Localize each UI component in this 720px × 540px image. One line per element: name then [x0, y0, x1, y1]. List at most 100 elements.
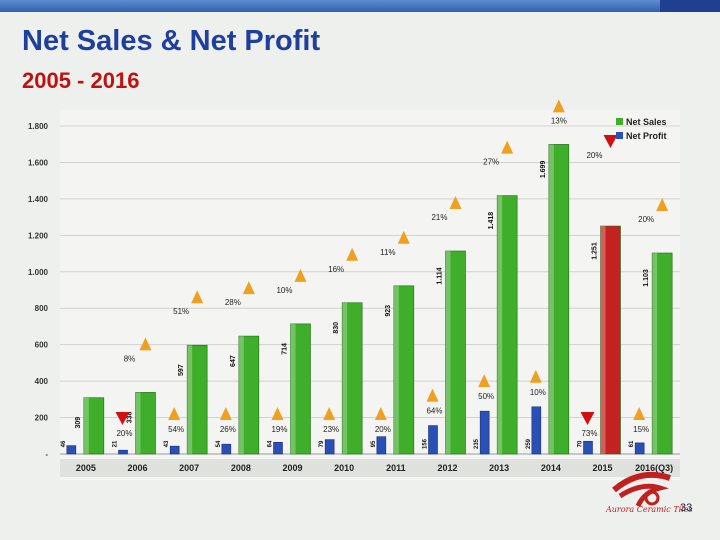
sales-value-label: 1.418: [488, 212, 495, 230]
sales-bar: [445, 250, 466, 455]
x-tick-label: 2013: [489, 463, 509, 473]
profit-bar: [428, 425, 438, 455]
legend-swatch-net-profit: [616, 132, 623, 139]
sales-bar-shine: [548, 144, 554, 454]
sales-value-label: 830: [333, 322, 340, 334]
profit-bar: [273, 442, 283, 455]
legend-label-net-sales: Net Sales: [626, 117, 667, 127]
sales-value-label: 1.103: [643, 269, 650, 287]
profit-value-label: 259: [526, 438, 532, 449]
y-tick-label: 200: [35, 414, 49, 423]
y-tick-label: 400: [35, 377, 49, 386]
profit-value-label: 21: [113, 440, 119, 447]
bars: 309 46 338 21 597 43 647 54 714 64 830 79 923 95 1.114…: [61, 144, 673, 455]
x-tick-label: 2014: [541, 463, 561, 473]
y-tick-label: 1.600: [28, 158, 49, 167]
sales-bar: [341, 302, 363, 455]
sales-bar: [290, 323, 311, 455]
growth-down-arrow-icon: [115, 412, 130, 425]
y-tick-label: -: [45, 450, 48, 459]
x-tick-label: 2015: [592, 463, 612, 473]
growth-up-arrow-icon: [426, 388, 439, 402]
growth-up-arrow-icon: [478, 374, 491, 388]
profit-value-label: 235: [474, 438, 480, 449]
sales-value-label: 647: [230, 355, 237, 367]
growth-up-arrow-icon: [168, 407, 181, 420]
grid: [60, 125, 680, 419]
sales-bar-shine: [238, 336, 244, 454]
growth-up-arrow-icon: [271, 407, 284, 420]
sales-bar: [83, 397, 105, 455]
profit-growth-label: 73%: [581, 429, 597, 438]
profit-growth-label: 20%: [375, 425, 391, 434]
profit-growth-label: 15%: [633, 425, 649, 434]
profit-value-label: 61: [629, 440, 635, 447]
profit-bar: [169, 445, 180, 455]
sales-value-label: 338: [127, 411, 134, 423]
growth-up-arrow-icon: [323, 407, 336, 420]
x-tick-label: 2010: [334, 463, 354, 473]
y-tick-label: 1.200: [28, 231, 49, 240]
sales-bar-shine: [135, 392, 141, 454]
profit-growth-label: 19%: [271, 425, 287, 434]
x-axis-band: [60, 459, 680, 477]
growth-up-arrow-icon: [219, 407, 232, 420]
growth-up-arrow-icon: [633, 407, 646, 420]
growth-up-arrow-icon: [139, 337, 152, 351]
growth-up-arrow-icon: [529, 369, 542, 383]
sales-bar: [548, 144, 570, 455]
growth-up-arrow-icon: [656, 198, 669, 212]
profit-value-label: 64: [268, 440, 274, 447]
sales-bar: [393, 285, 415, 455]
growth-down-arrow-icon: [603, 135, 618, 149]
sales-growth-label: 20%: [586, 151, 602, 160]
growth-up-arrow-icon: [346, 247, 359, 261]
profit-bar: [583, 440, 593, 455]
sales-growth-label: 11%: [380, 248, 395, 257]
profit-bar: [376, 436, 387, 455]
sales-value-label: 309: [75, 417, 82, 429]
legend-swatch-net-sales: [616, 118, 623, 125]
profit-value-label: 46: [61, 440, 67, 447]
x-tick-label: 2007: [179, 463, 199, 473]
sales-bar-shine: [652, 253, 658, 454]
x-axis: 2005 2006 2007 2008 2009 2010 2011 2012 2013 2014…: [76, 463, 673, 473]
y-tick-label: 800: [35, 304, 49, 313]
sales-bar-shine: [290, 323, 296, 454]
page-number: 33: [680, 502, 693, 514]
growth-down-arrow-icon: [580, 412, 595, 425]
profit-bar: [118, 449, 128, 455]
sales-growth-label: 10%: [276, 286, 292, 295]
growth-up-arrow-icon: [501, 140, 514, 154]
sales-value-label: 1.251: [592, 242, 599, 260]
sales-growth-label: 8%: [124, 354, 136, 363]
sales-value-label: 1.699: [540, 161, 547, 179]
x-tick-label: 2006: [127, 463, 147, 473]
sales-bar: [238, 335, 260, 455]
x-tick-label: 2011: [386, 463, 406, 473]
profit-bar: [66, 445, 77, 455]
profit-growth-label: 10%: [530, 388, 546, 397]
y-axis: - 200 400 600 800 1.000 1.200 1.400 1.600 1.800: [28, 122, 49, 459]
slide-title: Net Sales & Net Profit: [22, 25, 321, 57]
sales-value-label: 714: [282, 343, 289, 355]
sales-growth-label: 16%: [328, 265, 344, 274]
growth-up-arrow-icon: [374, 407, 387, 420]
profit-growth-label: 20%: [116, 429, 132, 438]
sales-growth-label: 28%: [225, 298, 241, 307]
x-tick-label: 2012: [437, 463, 457, 473]
growth-up-arrow-icon: [242, 281, 255, 295]
profit-value-label: 43: [164, 440, 170, 447]
profit-bar: [634, 442, 645, 455]
legend-label-net-profit: Net Profit: [626, 131, 667, 141]
sales-growth-label: 13%: [551, 116, 567, 125]
sales-value-label: 923: [385, 305, 392, 317]
top-banner-accent: [660, 0, 720, 12]
slide-subtitle: 2005 - 2016: [22, 68, 140, 93]
sales-bar: [651, 252, 673, 455]
profit-growth-label: 23%: [323, 425, 339, 434]
sales-bar-shine: [342, 302, 348, 454]
x-tick-label: 2005: [76, 463, 96, 473]
growth-markers: 8% 51% 28% 10% 16% 11% 21% 27% 13% 20% 20% 20% 54% 26…: [115, 99, 669, 438]
